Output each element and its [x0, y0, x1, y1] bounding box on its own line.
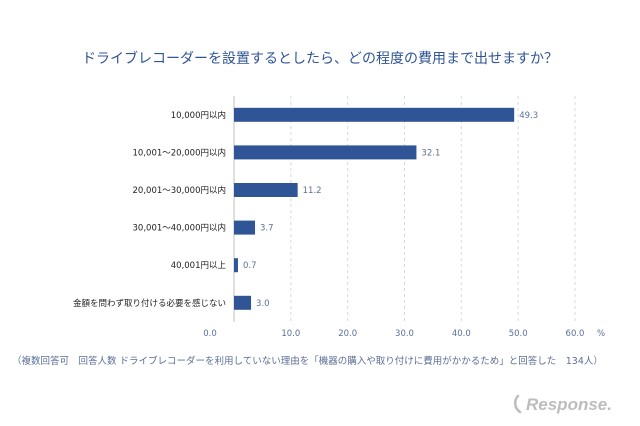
x-tick-label: 40.0 [452, 329, 471, 339]
x-tick-label: 20.0 [338, 329, 357, 339]
x-tick-label: 0.0 [203, 329, 217, 339]
bar [234, 295, 252, 310]
category-label: 10,000円以内 [171, 110, 226, 121]
category-label: 40,001円以上 [171, 261, 227, 271]
chart-title: ドライブレコーダーを設置するとしたら、どの程度の費用まで出せますか？ [82, 51, 558, 67]
value-label: 11.2 [303, 186, 322, 196]
value-label: 3.0 [256, 299, 270, 309]
value-labels: 49.3 32.1 11.2 3.7 0.7 3.0 [243, 111, 538, 309]
category-label: 金額を問わず取り付ける必要を感じない [73, 298, 226, 309]
response-logo: Response. [514, 394, 612, 414]
x-tick-labels: 0.0 10.0 20.0 30.0 40.0 50.0 60.0 [203, 329, 584, 339]
bar [234, 183, 298, 197]
value-label: 32.1 [421, 148, 440, 158]
x-tick-label: 60.0 [566, 329, 585, 339]
value-label: 0.7 [243, 261, 257, 271]
category-label: 30,001～40,000円以内 [133, 223, 226, 234]
bar [234, 145, 417, 160]
footnote: （複数回答可 回答人数 ドライブレコーダーを利用していない理由を「機器の購入や取… [12, 356, 603, 367]
value-label: 49.3 [519, 111, 538, 121]
grid-lines [290, 96, 576, 322]
x-tick-label: 10.0 [281, 329, 300, 339]
category-label: 10,001～20,000円以内 [133, 147, 226, 158]
x-tick-label: 50.0 [509, 329, 528, 339]
value-label: 3.7 [260, 224, 274, 234]
bar [234, 258, 238, 273]
bar [234, 107, 515, 122]
bar [234, 220, 256, 235]
x-tick-label: 30.0 [395, 329, 414, 339]
category-label: 20,001～30,000円以内 [133, 185, 226, 196]
response-logo-text: Response. [526, 395, 612, 414]
bars [234, 107, 515, 310]
x-unit-label: % [597, 329, 605, 339]
category-labels: 10,000円以内 10,001～20,000円以内 20,001～30,000円以… [73, 110, 227, 309]
